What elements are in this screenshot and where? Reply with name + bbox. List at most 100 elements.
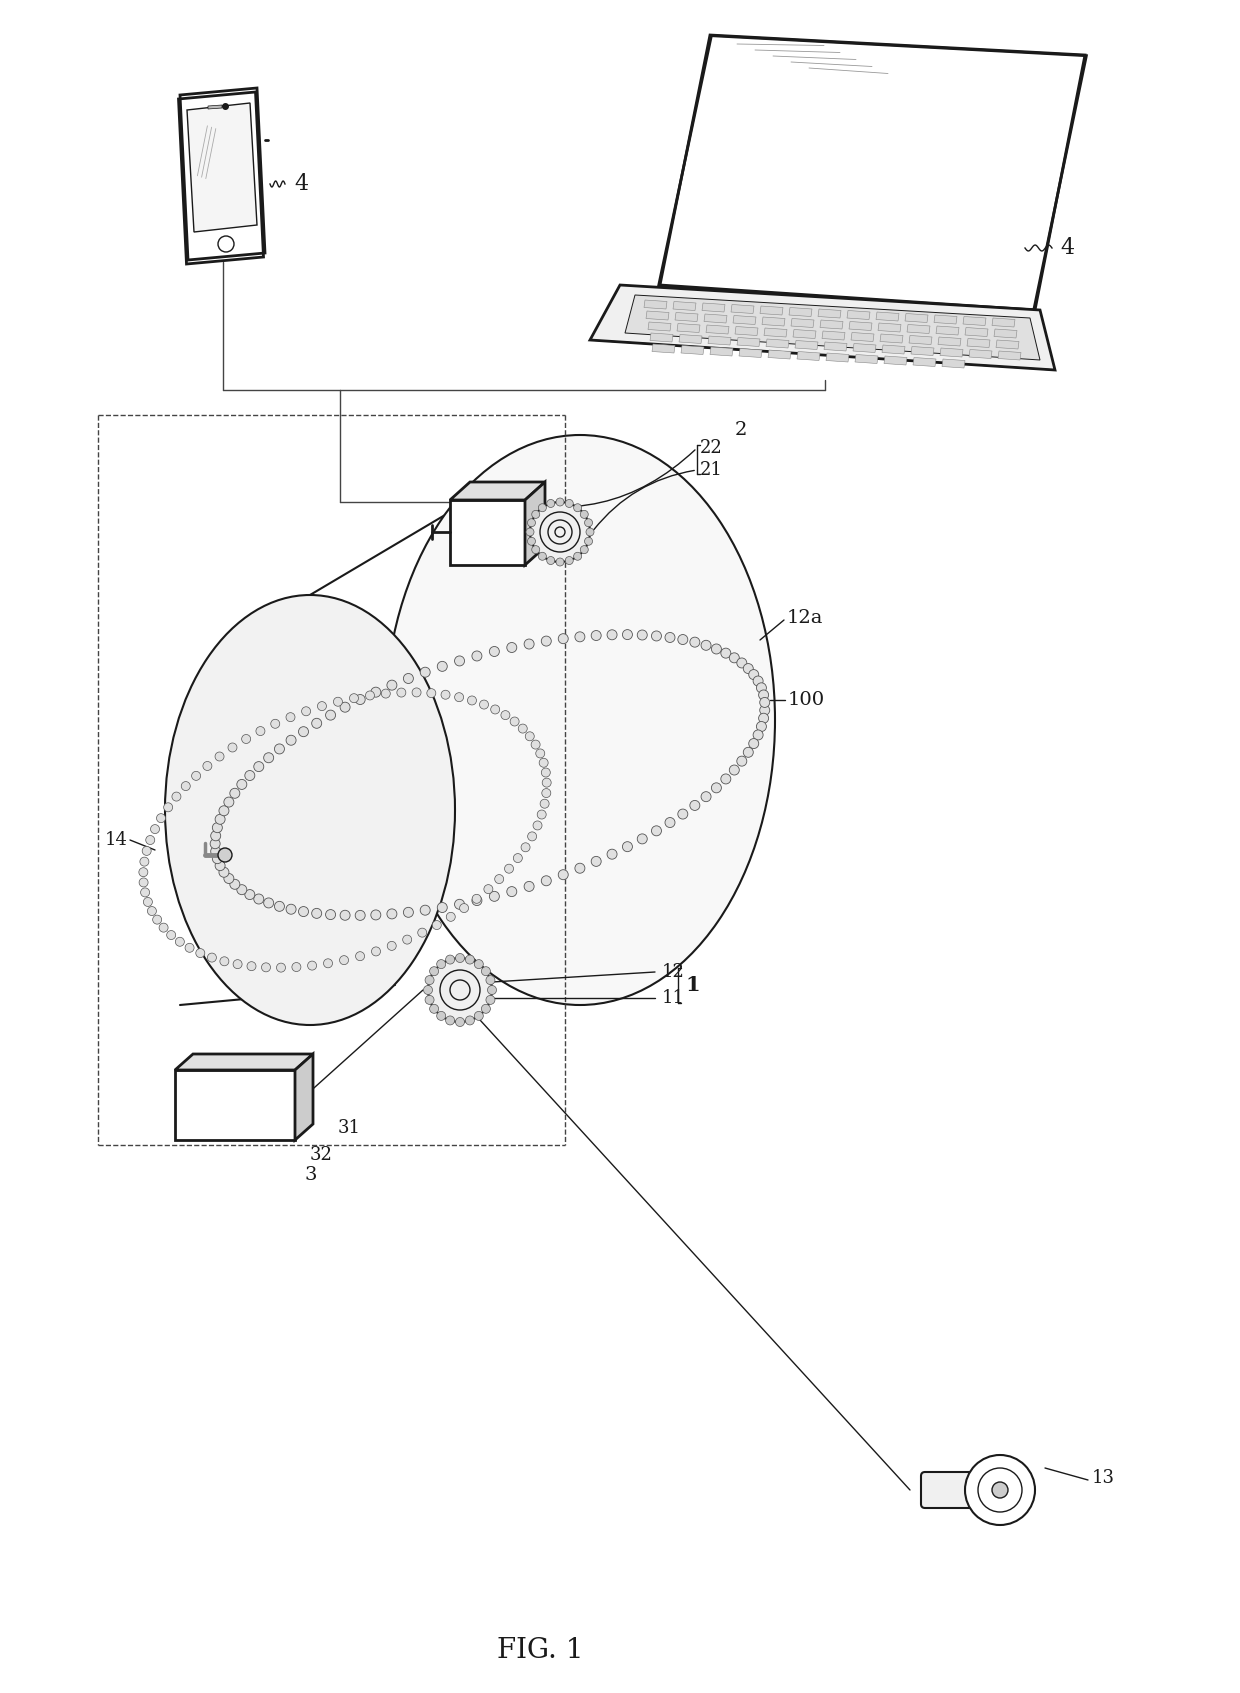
Circle shape <box>420 667 430 677</box>
Circle shape <box>355 911 366 921</box>
Text: 32: 32 <box>310 1146 332 1165</box>
Circle shape <box>228 743 237 752</box>
Polygon shape <box>180 88 265 261</box>
Circle shape <box>172 792 181 801</box>
Polygon shape <box>847 310 870 320</box>
Polygon shape <box>905 313 928 322</box>
Circle shape <box>472 652 482 660</box>
Circle shape <box>575 631 585 642</box>
Polygon shape <box>706 325 729 334</box>
Circle shape <box>558 633 568 643</box>
Circle shape <box>480 701 489 709</box>
Circle shape <box>455 1017 465 1026</box>
Polygon shape <box>625 295 1040 361</box>
Circle shape <box>467 696 476 704</box>
Circle shape <box>556 559 564 565</box>
Circle shape <box>326 709 336 720</box>
Circle shape <box>254 762 264 772</box>
Circle shape <box>159 923 169 933</box>
Circle shape <box>371 687 381 698</box>
Circle shape <box>308 962 316 970</box>
Polygon shape <box>590 284 1055 371</box>
Polygon shape <box>760 306 782 315</box>
Polygon shape <box>733 315 756 325</box>
Polygon shape <box>739 349 763 357</box>
Circle shape <box>689 637 699 647</box>
Circle shape <box>397 687 405 698</box>
Circle shape <box>542 769 551 777</box>
Circle shape <box>210 838 221 848</box>
Circle shape <box>387 909 397 919</box>
Circle shape <box>366 691 374 699</box>
Polygon shape <box>940 349 963 357</box>
Polygon shape <box>649 322 671 332</box>
Circle shape <box>412 687 422 698</box>
Circle shape <box>743 747 753 757</box>
Circle shape <box>542 779 552 787</box>
Circle shape <box>192 772 201 780</box>
Circle shape <box>651 631 661 642</box>
Circle shape <box>219 867 229 877</box>
Circle shape <box>591 857 601 867</box>
Circle shape <box>528 831 537 841</box>
Circle shape <box>536 748 544 758</box>
Circle shape <box>446 913 455 921</box>
Circle shape <box>403 935 412 945</box>
Polygon shape <box>791 318 813 327</box>
Circle shape <box>608 630 618 640</box>
Circle shape <box>992 1481 1008 1498</box>
Circle shape <box>438 902 448 913</box>
Text: 14: 14 <box>105 831 128 848</box>
Circle shape <box>286 904 296 914</box>
Polygon shape <box>942 359 965 367</box>
Circle shape <box>196 948 205 958</box>
Polygon shape <box>704 313 727 323</box>
Circle shape <box>475 1011 484 1021</box>
Polygon shape <box>851 332 874 342</box>
Circle shape <box>533 821 542 830</box>
Circle shape <box>181 782 190 791</box>
Circle shape <box>428 958 492 1023</box>
Circle shape <box>678 809 688 819</box>
Circle shape <box>622 841 632 852</box>
Circle shape <box>542 875 552 885</box>
Polygon shape <box>797 352 820 361</box>
Circle shape <box>262 963 270 972</box>
Circle shape <box>212 823 222 833</box>
Polygon shape <box>735 327 758 335</box>
Circle shape <box>460 904 469 913</box>
Circle shape <box>537 809 546 819</box>
Circle shape <box>737 659 746 669</box>
Circle shape <box>215 860 226 870</box>
Circle shape <box>538 552 547 560</box>
Circle shape <box>760 706 770 714</box>
Text: 12: 12 <box>662 963 684 980</box>
Circle shape <box>484 885 492 894</box>
Circle shape <box>403 907 413 918</box>
Polygon shape <box>911 347 934 356</box>
Polygon shape <box>175 1070 295 1139</box>
Circle shape <box>224 874 234 884</box>
Circle shape <box>518 725 527 733</box>
Circle shape <box>156 814 165 823</box>
Circle shape <box>486 975 495 985</box>
Circle shape <box>737 757 746 767</box>
Circle shape <box>753 676 763 686</box>
Circle shape <box>433 921 441 929</box>
Polygon shape <box>994 328 1017 339</box>
Circle shape <box>760 698 770 708</box>
Circle shape <box>340 911 350 921</box>
Circle shape <box>445 1016 455 1024</box>
Circle shape <box>481 967 490 975</box>
Text: 11: 11 <box>662 989 684 1007</box>
Polygon shape <box>875 312 899 322</box>
Circle shape <box>712 782 722 792</box>
Circle shape <box>203 762 212 770</box>
Circle shape <box>139 879 148 887</box>
Circle shape <box>301 706 310 716</box>
Circle shape <box>229 879 239 889</box>
Circle shape <box>547 557 554 564</box>
Ellipse shape <box>165 594 455 1024</box>
Circle shape <box>420 906 430 916</box>
Text: 21: 21 <box>701 460 723 479</box>
